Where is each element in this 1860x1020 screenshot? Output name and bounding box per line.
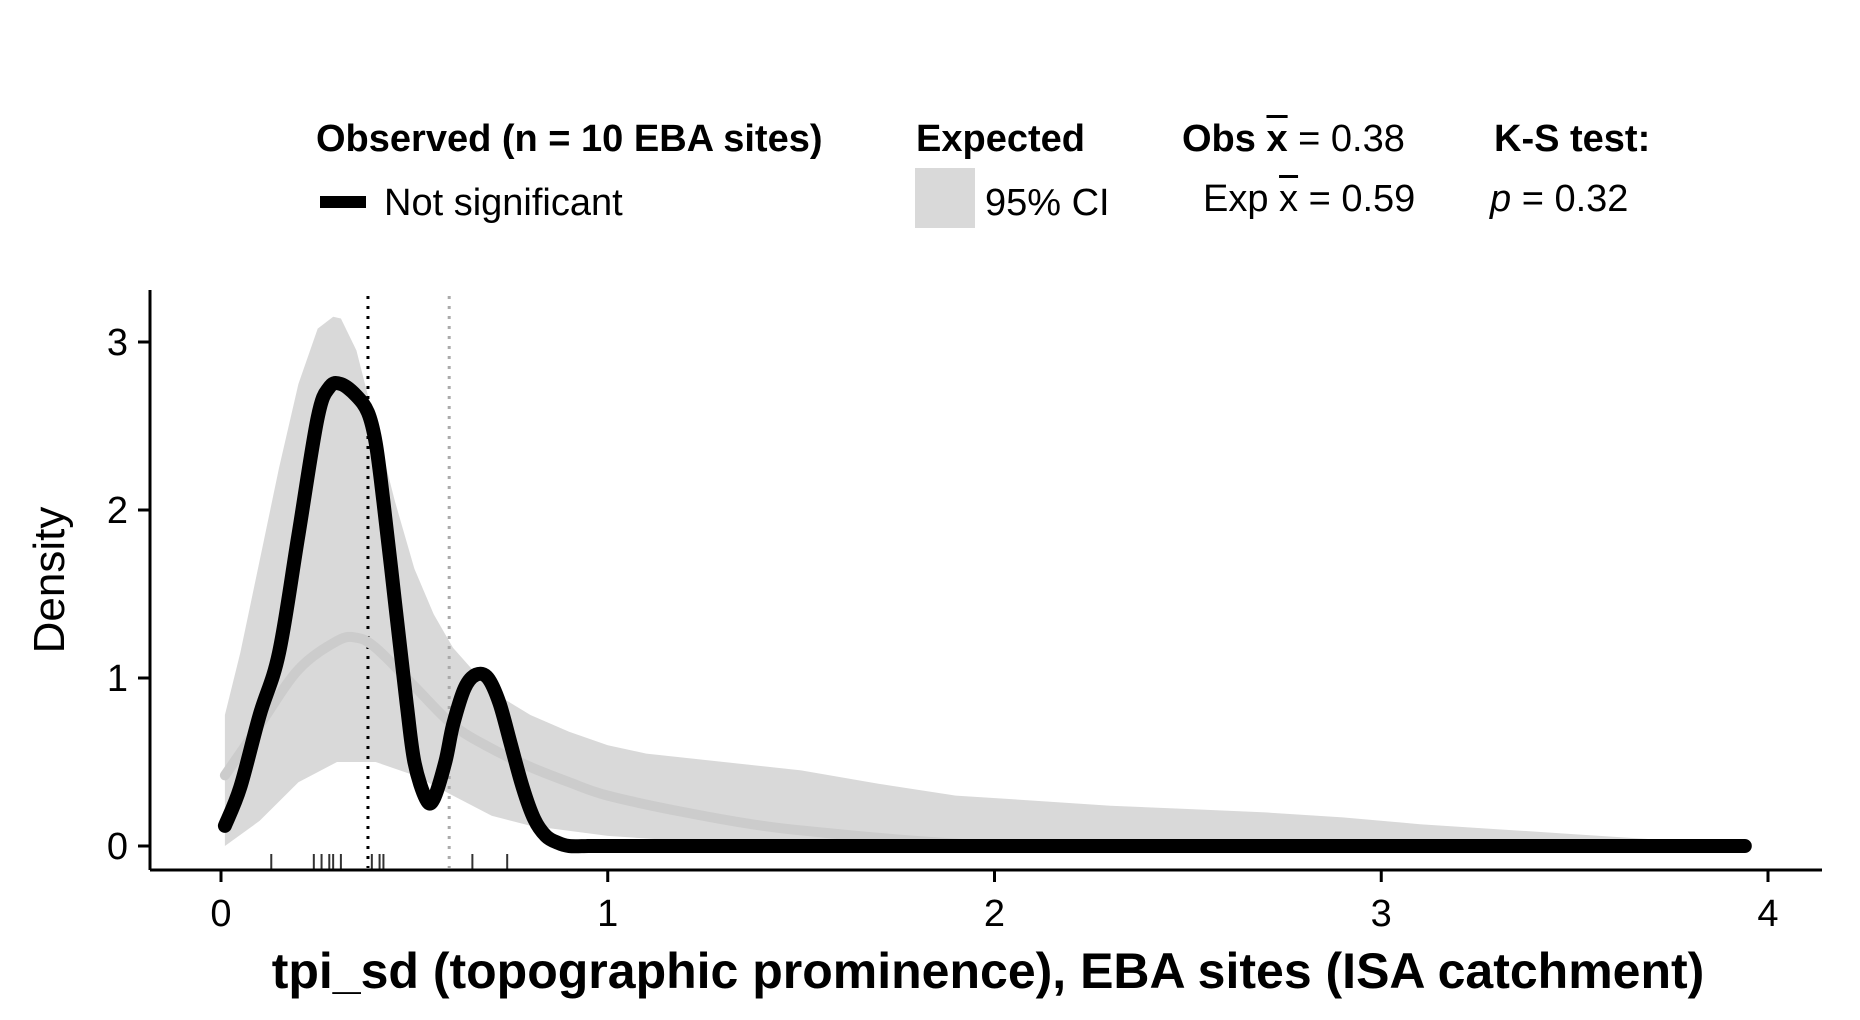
y-axis-title: Density [25,507,74,654]
legend-obs-mean: Obs x = 0.38 [1182,120,1405,158]
rug-layer [270,854,509,870]
legend-obs-mean-symbol: x [1266,118,1288,160]
x-tick-label-4: 4 [1757,893,1778,935]
legend-obs-mean-value: = 0.38 [1298,118,1405,160]
x-tick-label-0: 0 [210,893,231,935]
expected-mean-line [219,631,1000,851]
legend-observed-item: Not significant [384,182,623,224]
legend-ks-p: p = 0.32 [1490,180,1628,218]
legend-expected-item: 95% CI [985,182,1110,224]
legend-exp-mean-symbol: x [1279,178,1299,220]
legend-ks-p-value: = 0.32 [1521,178,1629,220]
legend-exp-mean-value: = 0.59 [1308,178,1416,220]
legend-expected-title: Expected [916,118,1085,160]
y-tick-label-0: 0 [107,826,128,868]
x-axis-title: tpi_sd (topographic prominence), EBA sit… [272,943,1705,999]
series-layer [217,375,1752,854]
observed-density-line [217,375,1752,854]
legend-ks-title: K-S test: [1494,118,1651,160]
y-tick-label-3: 3 [107,322,128,364]
x-tick-label-1: 1 [597,893,618,935]
y-tick-label-1: 1 [107,658,128,700]
legend-observed-line-swatch [320,196,366,208]
legend-ks-p-symbol: p [1490,178,1512,220]
axes-layer [148,290,1822,872]
legend-obs-mean-label: Obs [1182,118,1256,160]
legend-exp-mean-label: Exp [1203,178,1269,220]
x-tick-label-3: 3 [1371,893,1392,935]
y-tick-label-2: 2 [107,490,128,532]
x-tick-label-2: 2 [984,893,1005,935]
legend-ci-swatch [915,168,975,228]
legend-exp-mean: Exp x = 0.59 [1203,180,1415,218]
legend-observed-title: Observed (n = 10 EBA sites) [316,118,823,160]
ticks-layer: 0 1 2 3 4 0 1 2 3 [107,322,1779,935]
